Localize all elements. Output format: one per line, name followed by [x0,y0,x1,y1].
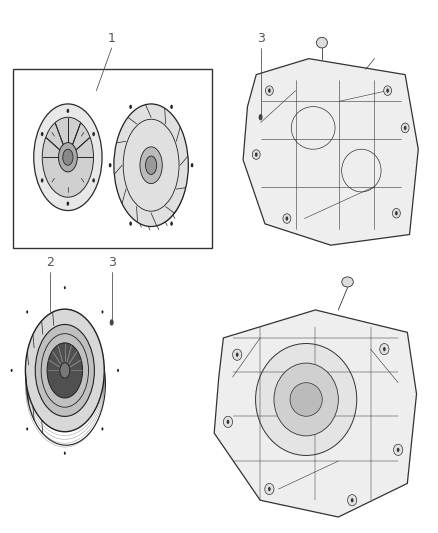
Ellipse shape [170,222,173,226]
Ellipse shape [47,343,82,398]
Ellipse shape [35,325,94,416]
Ellipse shape [64,451,66,455]
Ellipse shape [348,495,357,506]
Ellipse shape [255,152,258,157]
Ellipse shape [252,150,260,159]
Ellipse shape [351,498,353,502]
Ellipse shape [92,178,95,182]
Ellipse shape [392,208,400,218]
Ellipse shape [25,309,104,432]
Ellipse shape [92,132,95,136]
Ellipse shape [109,163,111,167]
Ellipse shape [191,163,193,167]
Ellipse shape [286,216,288,221]
Ellipse shape [119,112,187,225]
Ellipse shape [170,104,173,109]
Ellipse shape [404,126,406,130]
Ellipse shape [110,319,114,326]
Ellipse shape [342,277,353,287]
Ellipse shape [397,448,399,452]
Ellipse shape [140,147,162,183]
Ellipse shape [227,420,230,424]
Ellipse shape [63,149,73,165]
Ellipse shape [67,109,69,113]
Ellipse shape [258,114,263,120]
Ellipse shape [268,88,271,93]
Text: 3: 3 [257,33,265,45]
Text: 2: 2 [46,256,54,269]
Ellipse shape [26,427,28,431]
Bar [13,69,212,248]
Ellipse shape [102,310,103,313]
Ellipse shape [395,211,398,215]
Ellipse shape [117,369,119,372]
Ellipse shape [59,142,77,172]
Ellipse shape [384,86,392,95]
Ellipse shape [268,487,271,491]
Text: 1: 1 [108,33,116,45]
Ellipse shape [114,104,188,227]
Text: 3: 3 [108,256,116,269]
Ellipse shape [233,349,242,360]
Polygon shape [243,59,418,245]
Ellipse shape [67,201,69,206]
Ellipse shape [60,363,70,378]
Ellipse shape [42,117,94,197]
Ellipse shape [129,222,132,226]
Ellipse shape [283,214,291,223]
Ellipse shape [64,286,66,289]
Ellipse shape [265,86,273,95]
Ellipse shape [145,156,157,174]
Ellipse shape [274,363,338,436]
Ellipse shape [255,343,357,455]
Ellipse shape [11,369,13,372]
Ellipse shape [380,344,389,355]
Ellipse shape [401,123,409,133]
Ellipse shape [386,88,389,93]
Ellipse shape [316,37,328,48]
Polygon shape [214,310,417,517]
Ellipse shape [26,310,28,313]
Ellipse shape [236,353,238,357]
Ellipse shape [223,416,233,427]
Ellipse shape [102,427,103,431]
Ellipse shape [129,104,132,109]
Ellipse shape [41,178,43,182]
Ellipse shape [265,483,274,495]
Ellipse shape [393,445,403,455]
Ellipse shape [290,383,322,416]
Ellipse shape [34,104,102,211]
Ellipse shape [41,132,43,136]
Ellipse shape [383,347,385,351]
